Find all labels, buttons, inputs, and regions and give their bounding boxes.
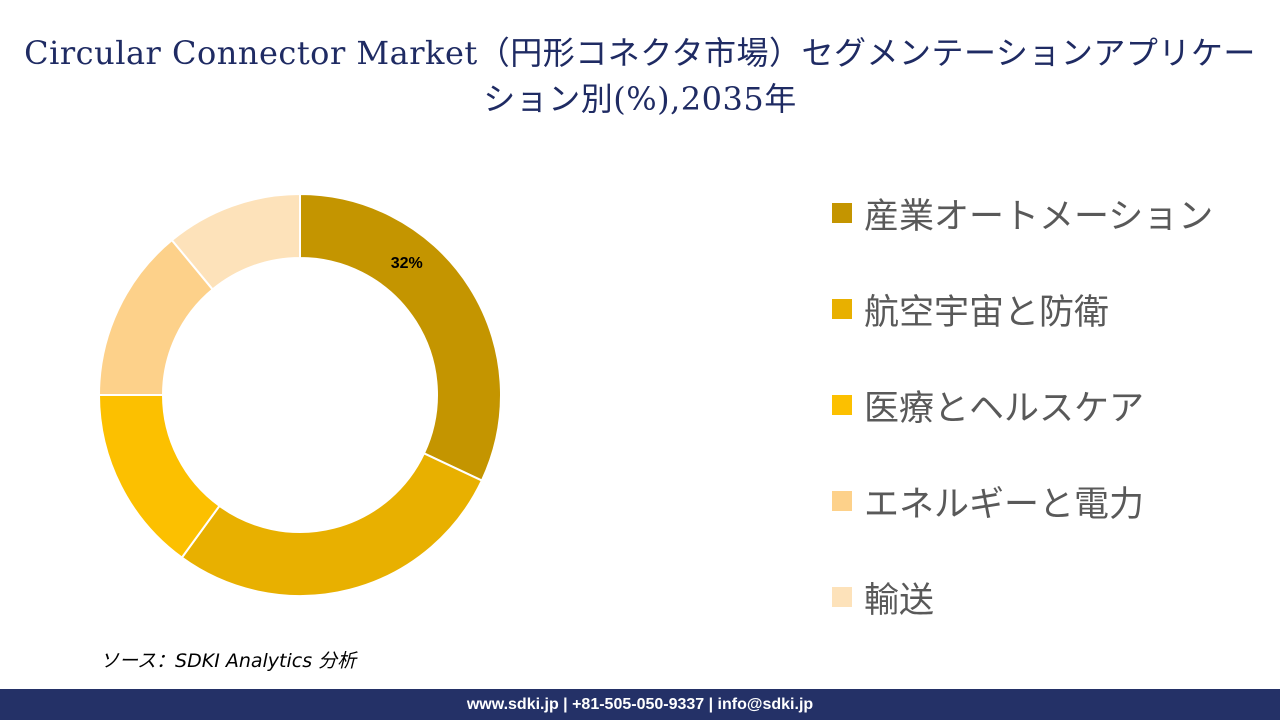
chart-title: Circular Connector Market（円形コネクタ市場）セグメンテ… xyxy=(24,34,1256,118)
legend-item-5: 輸送 xyxy=(832,549,1252,645)
data-label-1: 32% xyxy=(391,255,423,272)
legend-item-3: 医療とヘルスケア xyxy=(832,357,1252,453)
legend-label-4: エネルギーと電力 xyxy=(864,484,1145,525)
legend-item-4: エネルギーと電力 xyxy=(832,453,1252,549)
footer-contact-bar: www.sdki.jp | +81-505-050-9337 | info@sd… xyxy=(0,689,1280,720)
donut-slice-1 xyxy=(299,192,502,482)
donut-slice-2 xyxy=(180,452,484,597)
donut-chart: 32% xyxy=(60,170,540,620)
legend-item-2: 航空宇宙と防衛 xyxy=(832,261,1252,357)
legend-swatch-4 xyxy=(832,491,852,511)
legend-swatch-3 xyxy=(832,395,852,415)
legend-label-1: 産業オートメーション xyxy=(864,196,1214,237)
legend-label-3: 医療とヘルスケア xyxy=(864,388,1145,429)
legend-swatch-1 xyxy=(832,203,852,223)
legend-label-2: 航空宇宙と防衛 xyxy=(864,292,1110,333)
legend-swatch-2 xyxy=(832,299,852,319)
chart-legend: 産業オートメーション 航空宇宙と防衛 医療とヘルスケア エネルギーと電力 輸送 xyxy=(832,165,1252,645)
source-note: ソース：SDKI Analytics 分析 xyxy=(100,650,357,672)
legend-item-1: 産業オートメーション xyxy=(832,165,1252,261)
donut-chart-svg: 32% xyxy=(97,192,502,597)
donut-slice-5 xyxy=(170,192,301,291)
legend-swatch-5 xyxy=(832,587,852,607)
legend-label-5: 輸送 xyxy=(864,580,935,621)
